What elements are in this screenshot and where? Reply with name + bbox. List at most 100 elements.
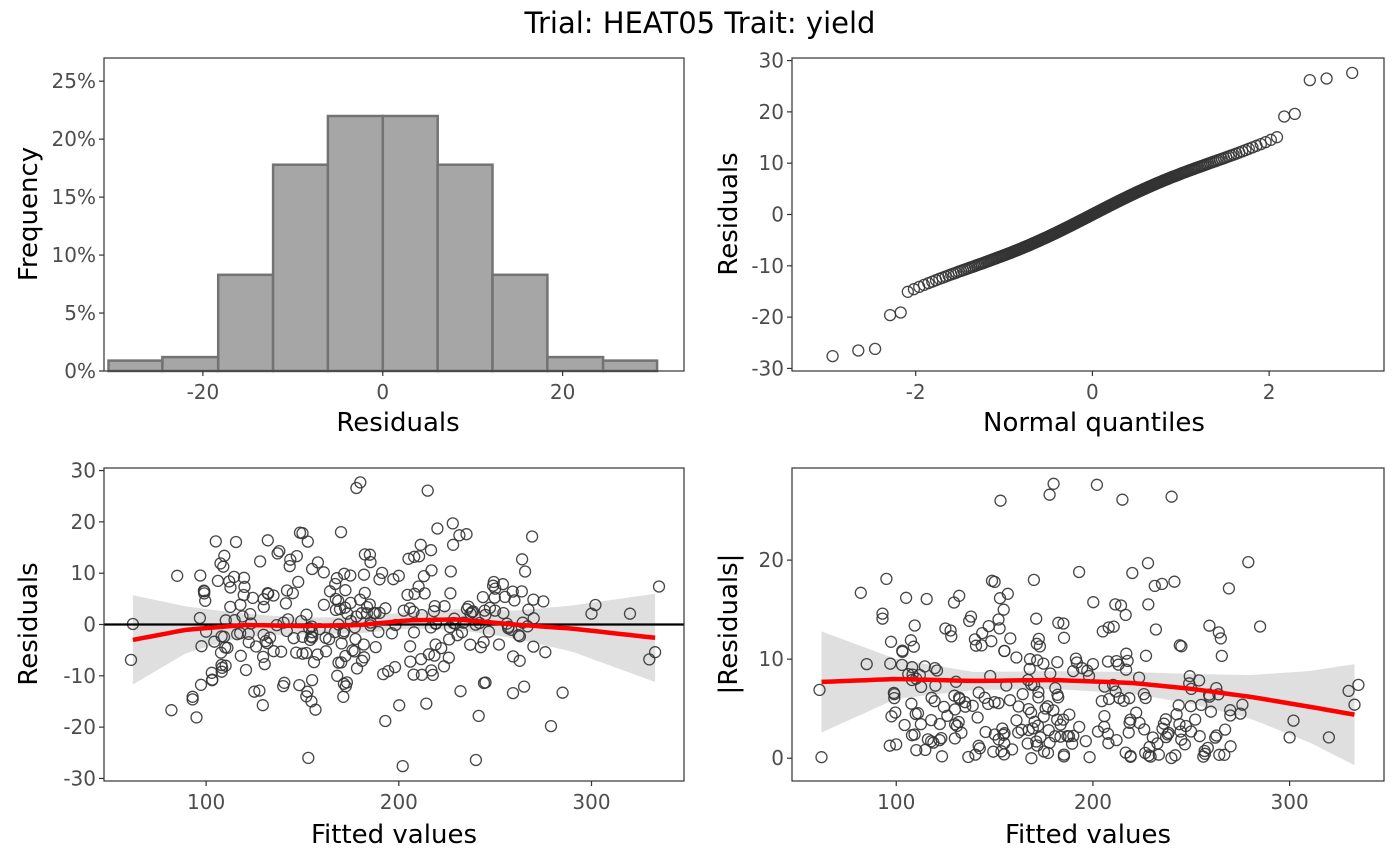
data-point	[888, 691, 901, 705]
data-point	[1030, 739, 1044, 752]
data-point	[217, 630, 231, 643]
data-point	[1090, 478, 1104, 491]
data-point	[214, 557, 227, 570]
x-tick-label: 200	[380, 790, 418, 814]
data-point	[353, 593, 367, 606]
data-point	[1041, 700, 1054, 713]
data-point	[346, 644, 359, 657]
data-point	[1037, 657, 1050, 670]
histogram-bar	[326, 114, 385, 373]
data-point	[1030, 612, 1043, 625]
histogram-bar	[107, 359, 164, 373]
data-point	[876, 612, 889, 625]
histogram-bar	[381, 114, 439, 373]
data-point	[1126, 566, 1139, 580]
data-point	[1224, 740, 1237, 753]
data-point	[206, 673, 219, 686]
data-point	[1075, 662, 1089, 675]
x-tick-label: 200	[1074, 790, 1112, 814]
data-point	[1320, 72, 1333, 85]
data-point	[307, 655, 321, 669]
data-point	[284, 553, 297, 566]
data-point	[889, 706, 902, 719]
data-point	[253, 684, 266, 697]
data-point	[1348, 698, 1361, 711]
data-point	[1051, 655, 1064, 669]
data-point	[385, 627, 399, 640]
data-point	[947, 596, 961, 609]
data-point	[1146, 731, 1159, 744]
data-point	[1042, 724, 1055, 737]
y-tick-label: 20	[71, 510, 96, 534]
data-point	[1095, 694, 1108, 708]
y-tick-label: -20	[63, 715, 96, 739]
data-point	[911, 707, 925, 720]
data-point	[908, 728, 921, 741]
histogram-bar	[271, 163, 330, 373]
data-point	[296, 647, 309, 660]
data-point	[261, 534, 274, 547]
histogram-bar	[161, 355, 220, 373]
data-point	[1139, 746, 1152, 760]
x-axis-title: Normal quantiles	[983, 408, 1205, 438]
data-point	[896, 645, 909, 658]
data-point	[876, 607, 889, 620]
data-point	[901, 285, 914, 298]
data-point	[278, 676, 291, 689]
histogram-bars	[107, 114, 659, 373]
data-point	[396, 759, 409, 773]
data-point	[412, 580, 425, 593]
data-point	[920, 592, 933, 606]
data-point	[888, 688, 901, 701]
data-point	[868, 342, 882, 356]
data-point	[937, 700, 951, 714]
data-point	[186, 693, 199, 706]
data-point	[502, 620, 515, 633]
y-axis-ticks: -30 -20 -10 0 10 20 30	[63, 459, 104, 790]
data-point	[217, 560, 230, 573]
data-point	[424, 544, 438, 557]
data-point	[935, 750, 949, 763]
data-point	[375, 566, 389, 580]
data-point	[518, 565, 532, 578]
data-point	[246, 591, 259, 605]
data-point	[253, 555, 267, 568]
data-point	[124, 653, 138, 667]
data-point	[261, 637, 274, 650]
data-point	[393, 699, 406, 712]
data-point	[941, 709, 954, 722]
data-point	[1210, 729, 1223, 742]
data-point	[476, 590, 490, 604]
y-tick-label: -30	[751, 356, 784, 380]
smooth-line	[132, 617, 656, 643]
data-point	[522, 603, 535, 616]
data-point	[274, 645, 288, 658]
data-point	[224, 600, 237, 614]
y-tick-label: -10	[63, 664, 96, 688]
data-point	[1021, 737, 1034, 750]
data-point	[474, 641, 487, 654]
x-axis-ticks: -20 0 20	[187, 371, 575, 404]
y-axis-title: Frequency	[14, 147, 44, 281]
y-tick-label: 20	[759, 548, 784, 572]
data-point	[513, 654, 526, 667]
data-point	[924, 735, 938, 748]
data-point	[242, 636, 255, 649]
data-point	[1024, 706, 1038, 719]
data-point	[652, 580, 666, 593]
data-point	[959, 700, 972, 713]
data-point	[408, 587, 421, 600]
data-point	[1030, 637, 1043, 650]
data-point	[401, 588, 414, 602]
data-point	[358, 548, 372, 561]
data-point	[985, 635, 998, 648]
data-point	[1114, 599, 1128, 612]
data-point	[905, 697, 918, 710]
data-point	[350, 662, 364, 675]
data-point	[1139, 649, 1153, 662]
data-point	[1215, 649, 1228, 663]
histogram-bar	[601, 359, 659, 373]
data-point	[428, 599, 441, 613]
data-point	[382, 664, 395, 678]
y-axis-title: Residuals	[14, 562, 44, 685]
